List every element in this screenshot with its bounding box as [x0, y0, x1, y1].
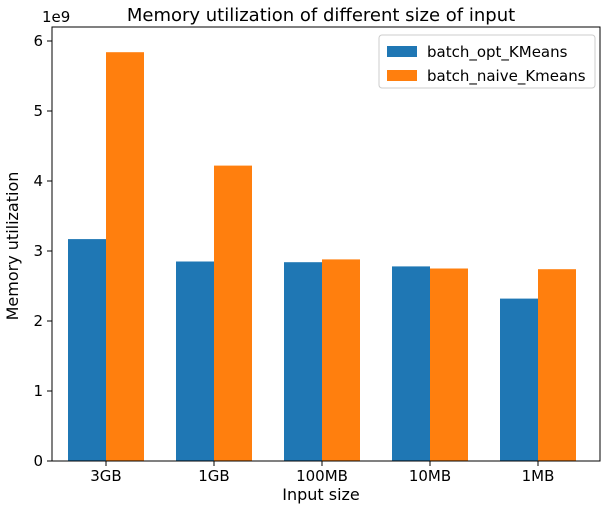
bar-naive-1GB [214, 165, 252, 461]
bar-opt-100MB [284, 262, 322, 461]
legend-label: batch_naive_Kmeans [427, 67, 586, 86]
legend-label: batch_opt_KMeans [427, 43, 568, 62]
y-tick-label: 4 [33, 172, 43, 190]
bar-naive-1MB [538, 269, 576, 461]
y-tick-label: 0 [33, 452, 43, 470]
y-tick-label: 2 [33, 312, 43, 330]
bar-opt-10MB [392, 266, 430, 461]
bar-opt-1GB [176, 261, 214, 461]
chart-title: Memory utilization of different size of … [127, 5, 515, 26]
bar-naive-100MB [322, 259, 360, 461]
plot-area: 0 1 2 3 4 5 6 3GB 1GB 100MB 10MB 1MB [33, 26, 601, 485]
legend-swatch [387, 46, 417, 57]
y-axis-label: Memory utilization [3, 172, 22, 321]
x-tick-label: 1GB [198, 467, 229, 485]
legend-swatch [387, 70, 417, 81]
bar-opt-3GB [68, 239, 106, 461]
x-tick-label: 10MB [409, 467, 451, 485]
x-tick-label: 1MB [522, 467, 555, 485]
x-axis-label: Input size [282, 485, 360, 504]
y-tick-label: 6 [33, 32, 43, 50]
plot-frame [51, 26, 601, 462]
y-tick-label: 5 [33, 102, 43, 120]
x-tick-label: 3GB [90, 467, 121, 485]
bar-naive-10MB [430, 268, 468, 461]
y-axis-multiplier: 1e9 [42, 8, 70, 26]
y-tick-label: 3 [33, 242, 43, 260]
bar-opt-1MB [500, 298, 538, 461]
y-tick-label: 1 [33, 382, 43, 400]
x-tick-label: 100MB [296, 467, 348, 485]
legend: batch_opt_KMeans batch_naive_Kmeans [378, 34, 596, 89]
bar-naive-3GB [106, 52, 144, 461]
legend-box [378, 34, 596, 89]
